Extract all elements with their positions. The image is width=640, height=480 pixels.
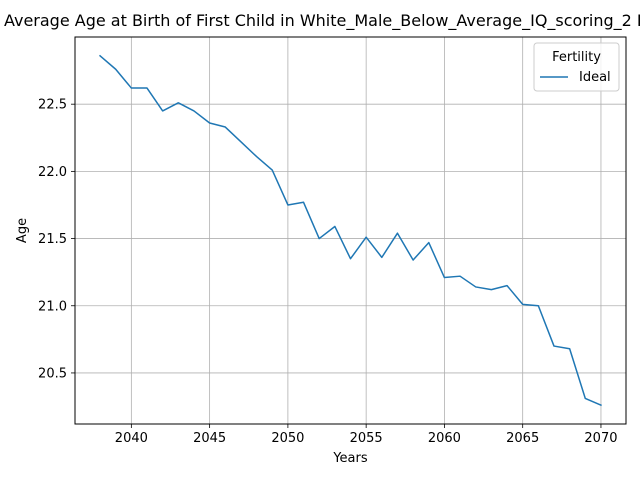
chart-title: Average Age at Birth of First Child in W… — [4, 11, 640, 31]
x-tick-label: 2060 — [428, 431, 461, 446]
y-tick-label: 21.5 — [38, 232, 67, 247]
x-axis-ticks: 2040 2045 2050 2055 2060 2065 2070 — [115, 424, 618, 446]
legend-box — [533, 42, 620, 92]
legend-title: Fertility — [552, 50, 601, 65]
x-tick-label: 2070 — [584, 431, 617, 446]
x-tick-label: 2055 — [350, 431, 383, 446]
series-layer — [98, 54, 602, 407]
series-line-ideal — [98, 54, 602, 407]
x-tick-label: 2040 — [115, 431, 148, 446]
y-axis-ticks: 20.5 21.0 21.5 22.0 22.5 — [38, 98, 75, 381]
x-tick-label: 2065 — [506, 431, 539, 446]
legend: Fertility Ideal — [533, 42, 620, 92]
x-tick-label: 2045 — [193, 431, 226, 446]
plot-area-frame — [74, 36, 627, 425]
y-tick-label: 20.5 — [38, 366, 67, 381]
y-tick-label: 21.0 — [38, 299, 67, 314]
grid-lines — [75, 37, 626, 424]
y-tick-label: 22.5 — [38, 98, 67, 113]
legend-entry-label: Ideal — [579, 70, 611, 85]
y-tick-label: 22.0 — [38, 165, 67, 180]
y-axis-label: Age — [15, 218, 30, 243]
x-axis-label: Years — [332, 451, 368, 466]
x-tick-label: 2050 — [271, 431, 304, 446]
